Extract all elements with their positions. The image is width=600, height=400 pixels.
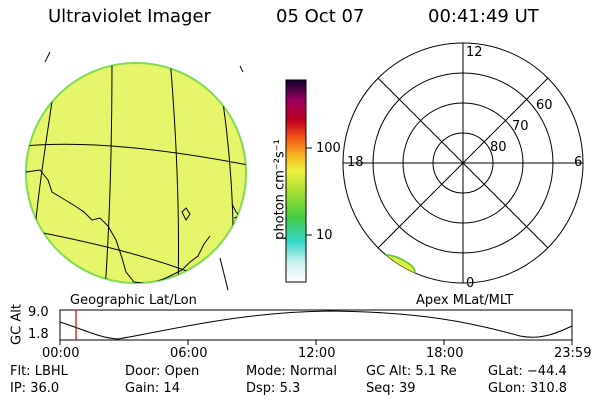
altitude-ymin: 1.8: [28, 327, 49, 342]
colorbar-unit-label: photon cm⁻²s⁻¹: [272, 139, 288, 240]
colorbar-tick-100: 100: [316, 141, 341, 156]
meridian-tail: [219, 257, 229, 291]
status-seq: Seq: 39: [366, 381, 416, 396]
status-dsp-label: Dsp:: [246, 381, 276, 396]
status-gain-label: Gain:: [125, 381, 160, 396]
colorbar-gradient: [285, 79, 307, 283]
left-panel-caption: Geographic Lat/Lon: [70, 293, 197, 308]
mlt-label-18: 18: [347, 155, 364, 170]
status-glat-label: GLat:: [488, 364, 523, 379]
status-gcalt-label: GC Alt:: [366, 364, 412, 379]
status-ip-value: 36.0: [30, 381, 60, 396]
status-ip-label: IP:: [10, 381, 27, 396]
status-seq-value: 39: [399, 381, 416, 396]
status-mode-label: Mode:: [246, 364, 286, 379]
right-panel-caption: Apex MLat/MLT: [416, 293, 514, 308]
status-dsp: Dsp: 5.3: [246, 381, 300, 396]
status-flt: Flt: LBHL: [10, 364, 68, 379]
time-tick-label: 23:59: [554, 346, 592, 361]
status-glat: GLat: −44.4: [488, 364, 567, 379]
time-tick-label: 18:00: [426, 346, 464, 361]
polar-diagonal: [377, 77, 549, 249]
altitude-ylabel: GC Alt: [9, 304, 25, 345]
status-glon-value: 310.8: [529, 381, 568, 396]
auroral-oval-fragment: [377, 254, 416, 280]
time-label: 00:41:49 UT: [428, 6, 539, 27]
mlt-label-6: 6: [574, 155, 583, 170]
meridian-line: [169, 63, 180, 283]
status-flt-label: Flt:: [10, 364, 31, 379]
status-gain-value: 14: [163, 381, 180, 396]
mlat-label-60: 60: [536, 98, 553, 113]
status-door: Door: Open: [125, 364, 199, 379]
mlt-label-12: 12: [466, 45, 483, 60]
status-ip: IP: 36.0: [10, 381, 59, 396]
island: [181, 207, 191, 221]
meridian-tail: [239, 65, 244, 73]
status-gain: Gain: 14: [125, 381, 180, 396]
altitude-ymax: 9.0: [28, 305, 49, 320]
altitude-plot: [59, 309, 573, 345]
meridian-tail: [44, 51, 51, 63]
status-gcalt-value: 5.1 Re: [415, 364, 457, 379]
altitude-curve: [59, 310, 573, 340]
time-tick-label: 12:00: [298, 346, 336, 361]
instrument-title: Ultraviolet Imager: [48, 6, 211, 27]
mlt-label-0: 0: [466, 276, 475, 291]
mlat-label-80: 80: [490, 140, 507, 155]
colorbar: [285, 79, 312, 283]
coastline: [26, 169, 211, 283]
status-mode: Mode: Normal: [246, 364, 337, 379]
colorbar-tick-10: 10: [316, 228, 333, 243]
parallel-line: [26, 143, 246, 166]
mlat-label-70: 70: [512, 119, 529, 134]
time-tick-label: 00:00: [42, 346, 80, 361]
status-door-label: Door:: [125, 364, 161, 379]
polar-plot: [342, 42, 584, 284]
status-glat-value: −44.4: [526, 364, 567, 379]
status-mode-value: Normal: [289, 364, 337, 379]
status-dsp-value: 5.3: [279, 381, 301, 396]
status-door-value: Open: [164, 364, 200, 379]
date-label: 05 Oct 07: [276, 6, 365, 27]
status-gcalt: GC Alt: 5.1 Re: [366, 364, 457, 379]
meridian-line: [104, 63, 113, 283]
earth-disk-image: [25, 62, 247, 284]
status-glon-label: GLon:: [488, 381, 526, 396]
status-seq-label: Seq:: [366, 381, 395, 396]
time-tick-label: 06:00: [170, 346, 208, 361]
status-glon: GLon: 310.8: [488, 381, 567, 396]
status-flt-value: LBHL: [34, 364, 68, 379]
